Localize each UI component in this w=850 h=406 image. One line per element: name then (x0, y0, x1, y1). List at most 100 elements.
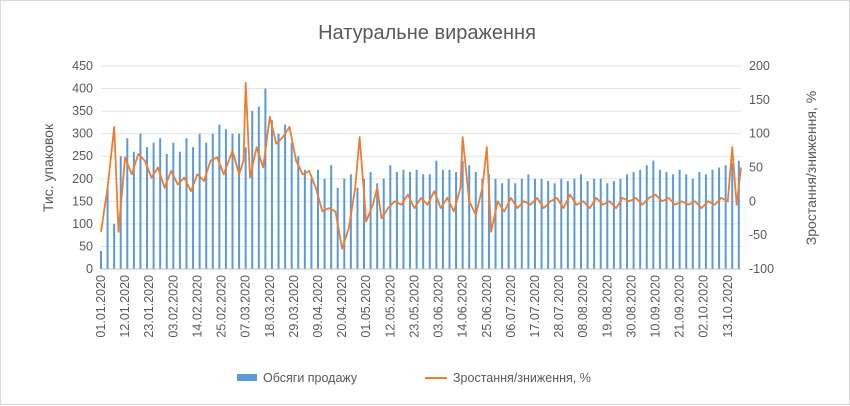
x-tick-label: 18.03.2020 (263, 275, 277, 338)
bar (533, 178, 536, 269)
bar (501, 183, 504, 269)
bar (172, 142, 175, 269)
bar (310, 178, 313, 269)
y-axis-left: 0 50 100 150 200 250 300 350 400 450 (72, 59, 93, 276)
x-tick-label: 30.08.2020 (624, 275, 638, 338)
y-right-tick-label: -50 (749, 228, 767, 242)
bar (474, 172, 477, 269)
x-tick-label: 01.05.2020 (359, 275, 373, 338)
bar (402, 169, 405, 269)
bar (665, 172, 668, 269)
bar (277, 133, 280, 269)
bar (612, 181, 615, 269)
y-right-tick-label: -100 (749, 262, 774, 276)
bar (343, 178, 346, 269)
bar (132, 151, 135, 269)
x-tick-label: 28.07.2020 (552, 275, 566, 338)
bar (270, 120, 273, 269)
bar (619, 178, 622, 269)
bar (573, 178, 576, 269)
bar (435, 160, 438, 269)
bar (376, 183, 379, 269)
bar (178, 151, 181, 269)
bar (487, 174, 490, 269)
bar (113, 223, 116, 269)
bar (106, 187, 109, 269)
bar (231, 133, 234, 269)
x-tick-label: 29.03.2020 (287, 275, 301, 338)
x-tick-label: 12.01.2020 (118, 275, 132, 338)
bar (639, 169, 642, 269)
x-tick-label: 03.02.2020 (166, 275, 180, 338)
bar (698, 172, 701, 269)
x-tick-label: 08.08.2020 (576, 275, 590, 338)
bar (152, 142, 155, 269)
bar (185, 138, 188, 269)
bar (349, 174, 352, 269)
bar (126, 138, 129, 269)
x-tick-label: 21.09.2020 (673, 275, 687, 338)
x-tick-label: 02.10.2020 (697, 275, 711, 338)
bar (211, 133, 214, 269)
bar (290, 142, 293, 269)
bar (159, 138, 162, 269)
bar (448, 169, 451, 269)
bar (553, 183, 556, 269)
bar (461, 160, 464, 269)
bar (599, 178, 602, 269)
bar (205, 142, 208, 269)
bar (428, 174, 431, 269)
y-axis-left-title: Тис. упаковок (40, 123, 56, 212)
bar (520, 178, 523, 269)
bar (297, 156, 300, 269)
bar (218, 124, 221, 270)
bar (198, 133, 201, 269)
x-tick-label: 23.01.2020 (142, 275, 156, 338)
bar (369, 172, 372, 269)
bar (382, 178, 385, 269)
bar (264, 88, 267, 269)
x-tick-label: 13.10.2020 (721, 275, 735, 338)
bar (323, 178, 326, 269)
bar (566, 181, 569, 269)
bar (468, 165, 471, 269)
bar (672, 174, 675, 269)
y-left-tick-label: 150 (72, 194, 93, 208)
bar (652, 160, 655, 269)
y-left-tick-label: 250 (72, 149, 93, 163)
y-left-tick-label: 400 (72, 82, 93, 96)
bar (303, 169, 306, 269)
x-tick-label: 01.01.2020 (94, 275, 108, 338)
bar (422, 174, 425, 269)
bar (238, 133, 241, 269)
bar (257, 106, 260, 269)
x-axis: 01.01.2020 12.01.2020 23.01.2020 03.02.2020… (94, 268, 741, 338)
bar (580, 174, 582, 269)
bar (441, 169, 444, 269)
bar (389, 165, 392, 269)
bar (330, 165, 333, 269)
bar (415, 169, 418, 269)
bar (455, 172, 458, 269)
y-axis-right-title: Зростання/зниження, % (803, 91, 819, 245)
x-tick-label: 09.04.2020 (311, 275, 325, 338)
x-tick-label: 19.08.2020 (600, 275, 614, 338)
bar (481, 178, 484, 269)
y-right-tick-label: 100 (749, 127, 770, 141)
y-left-tick-label: 450 (72, 59, 93, 73)
bar (678, 169, 681, 269)
y-right-tick-label: 200 (749, 59, 770, 73)
x-tick-label: 14.06.2020 (456, 275, 470, 338)
bar (606, 183, 609, 269)
bar (244, 147, 247, 269)
bar (711, 169, 714, 269)
bar (560, 178, 563, 269)
x-tick-label: 03.06.2020 (432, 275, 446, 338)
x-tick-label: 25.02.2020 (215, 275, 229, 338)
bar (632, 172, 635, 269)
bar (731, 162, 734, 269)
bar (363, 178, 366, 269)
bar (547, 181, 550, 269)
bar (540, 178, 543, 269)
